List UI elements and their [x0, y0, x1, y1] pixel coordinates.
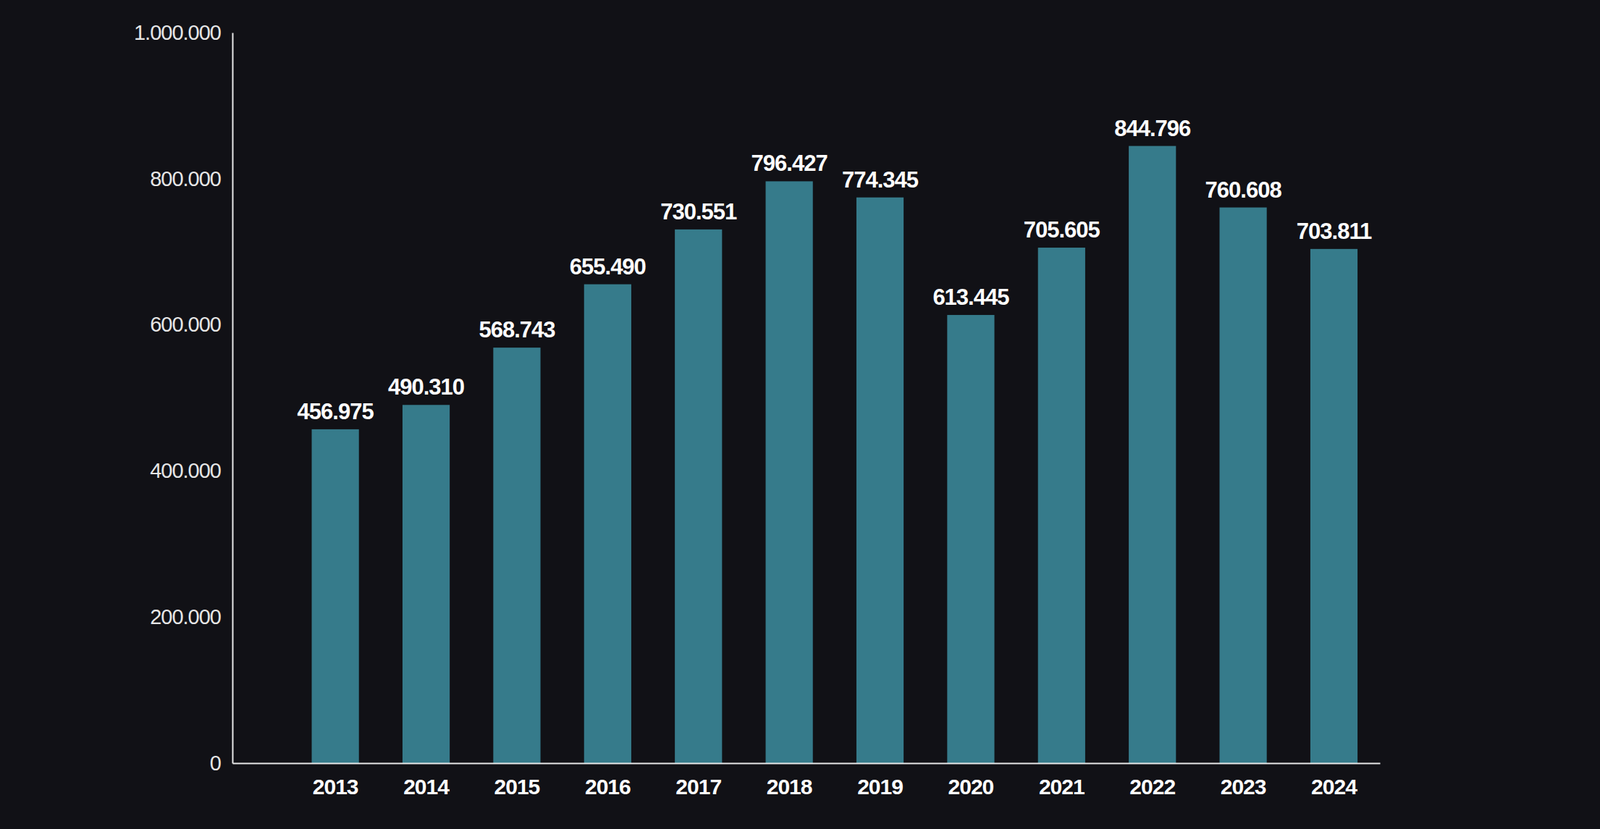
- x-tick-label: 2014: [403, 774, 450, 799]
- y-tick-label: 800.000: [149, 167, 221, 191]
- chart-svg: 0 200.000 400.000 600.000 800.000 1.000.000 20…: [0, 0, 1600, 829]
- bar: [402, 404, 450, 764]
- data-label: 655.490: [569, 254, 646, 280]
- bar: [312, 429, 360, 764]
- x-tick-label: 2024: [1311, 774, 1358, 799]
- x-tick-label: 2017: [675, 774, 722, 799]
- y-tick-label: 600.000: [149, 312, 221, 336]
- data-label: 613.445: [932, 284, 1010, 310]
- x-tick-label: 2019: [857, 774, 903, 799]
- bar: [584, 284, 632, 764]
- y-tick-label: 1.000.000: [133, 20, 221, 45]
- background: [0, 0, 1600, 829]
- data-label: 760.608: [1205, 177, 1283, 203]
- x-tick: 2024: [1311, 774, 1358, 799]
- bar: [1128, 146, 1176, 764]
- data-label: 705.605: [1023, 217, 1101, 243]
- x-tick-label: 2016: [584, 774, 631, 799]
- bar: [493, 347, 541, 764]
- x-tick: 2016: [584, 774, 631, 799]
- bar: [1038, 247, 1086, 764]
- x-tick-label: 2021: [1038, 774, 1085, 799]
- x-tick: 2015: [494, 774, 541, 799]
- x-tick: 2014: [403, 774, 450, 799]
- y-tick: 800.000: [149, 167, 233, 191]
- y-axis-line: [232, 33, 234, 764]
- x-tick-label: 2018: [766, 774, 813, 799]
- x-tick-label: 2015: [494, 774, 541, 799]
- data-label: 774.345: [841, 167, 919, 193]
- x-tick-label: 2022: [1129, 774, 1176, 799]
- x-tick-label: 2020: [948, 774, 995, 799]
- x-tick: 2019: [857, 774, 903, 799]
- bars: [312, 146, 1359, 764]
- y-tick: 200.000: [149, 605, 233, 629]
- data-label: 796.427: [751, 150, 828, 176]
- y-tick: 1.000.000: [133, 20, 233, 45]
- data-labels: 456.975 490.310 568.743 655.490 730.551 796.4…: [297, 115, 1372, 425]
- y-axis: 0 200.000 400.000 600.000 800.000 1.000.000: [133, 20, 234, 775]
- y-tick-label: 0: [209, 751, 221, 775]
- bar: [765, 180, 814, 764]
- x-axis: 2013 2014 2015 2016 2017 2018 2019 2020 2021 2022…: [233, 763, 1381, 800]
- bar: [1219, 207, 1267, 764]
- data-label: 844.796: [1114, 115, 1191, 142]
- x-tick: 2018: [766, 774, 813, 799]
- x-tick-label: 2013: [312, 774, 359, 799]
- bar: [674, 229, 722, 764]
- data-label: 490.310: [388, 374, 465, 400]
- chart-container: 0 200.000 400.000 600.000 800.000 1.000.000 20…: [0, 0, 1600, 829]
- x-tick-label: 2023: [1220, 774, 1267, 799]
- x-tick: 2022: [1129, 774, 1176, 799]
- data-label: 568.743: [478, 317, 556, 343]
- y-tick: 0: [209, 751, 233, 775]
- x-axis-line: [233, 763, 1381, 765]
- x-tick: 2020: [948, 774, 995, 799]
- y-tick-label: 200.000: [149, 605, 221, 629]
- x-tick: 2013: [312, 774, 359, 799]
- bar: [946, 314, 995, 764]
- x-tick: 2023: [1220, 774, 1267, 799]
- y-tick: 400.000: [149, 459, 233, 483]
- data-label: 703.811: [1296, 218, 1372, 244]
- x-tick: 2017: [675, 774, 722, 799]
- bar: [856, 197, 904, 764]
- bar: [1310, 249, 1358, 764]
- y-tick: 600.000: [149, 312, 233, 336]
- x-tick: 2021: [1038, 774, 1085, 799]
- data-label: 730.551: [660, 199, 738, 225]
- y-tick-label: 400.000: [149, 459, 221, 483]
- data-label: 456.975: [297, 398, 375, 425]
